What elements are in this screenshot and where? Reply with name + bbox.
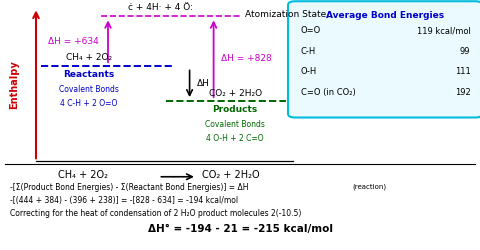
Text: CH₄ + 2O₂: CH₄ + 2O₂ — [66, 54, 112, 62]
Text: 111: 111 — [455, 67, 470, 76]
Text: C=O (in CO₂): C=O (in CO₂) — [301, 88, 356, 97]
Text: 4 O-H + 2 C=O: 4 O-H + 2 C=O — [206, 134, 264, 143]
Text: ΔH° = -194 - 21 = -215 kcal/mol: ΔH° = -194 - 21 = -215 kcal/mol — [147, 224, 333, 234]
Text: -[(444 + 384) - (396 + 238)] = -[828 - 634] = -194 kcal/mol: -[(444 + 384) - (396 + 238)] = -[828 - 6… — [10, 196, 238, 205]
Text: Reactants: Reactants — [63, 70, 114, 79]
Text: O=O: O=O — [301, 26, 321, 35]
Text: 4 C-H + 2 O=O: 4 C-H + 2 O=O — [60, 99, 118, 108]
Text: Covalent Bonds: Covalent Bonds — [205, 120, 265, 129]
Text: ΔH: ΔH — [197, 79, 210, 88]
Text: Correcting for the heat of condensation of 2 H₂O product molecules 2(-10.5): Correcting for the heat of condensation … — [10, 209, 301, 218]
Text: 99: 99 — [460, 47, 470, 56]
Text: Covalent Bonds: Covalent Bonds — [59, 85, 119, 94]
Text: Average Bond Energies: Average Bond Energies — [326, 11, 444, 20]
Text: Atomization State: Atomization State — [245, 10, 326, 20]
Text: Products: Products — [213, 105, 258, 114]
Text: -[Σ(Product Bond Energies) - Σ(Reactant Bond Energies)] = ΔH: -[Σ(Product Bond Energies) - Σ(Reactant … — [10, 183, 248, 192]
Text: CH₄ + 2O₂: CH₄ + 2O₂ — [58, 170, 108, 180]
Text: ΔH = +634: ΔH = +634 — [48, 37, 98, 46]
Text: ΔH = +828: ΔH = +828 — [221, 54, 272, 63]
Text: C-H: C-H — [301, 47, 316, 56]
FancyBboxPatch shape — [288, 1, 480, 117]
Text: 192: 192 — [455, 88, 470, 97]
Text: 119 kcal/mol: 119 kcal/mol — [417, 26, 470, 35]
Text: ċ + 4H· + 4 Ö:: ċ + 4H· + 4 Ö: — [128, 4, 193, 13]
Text: CO₂ + 2H₂O: CO₂ + 2H₂O — [209, 88, 262, 98]
Text: (reaction): (reaction) — [353, 183, 387, 190]
Text: CO₂ + 2H₂O: CO₂ + 2H₂O — [202, 170, 259, 180]
Text: Enthalpy: Enthalpy — [10, 60, 19, 109]
Text: O-H: O-H — [301, 67, 317, 76]
